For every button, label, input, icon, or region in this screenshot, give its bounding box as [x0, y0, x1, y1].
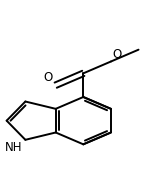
Text: NH: NH	[5, 141, 23, 154]
Text: O: O	[112, 48, 122, 61]
Text: O: O	[44, 71, 53, 84]
